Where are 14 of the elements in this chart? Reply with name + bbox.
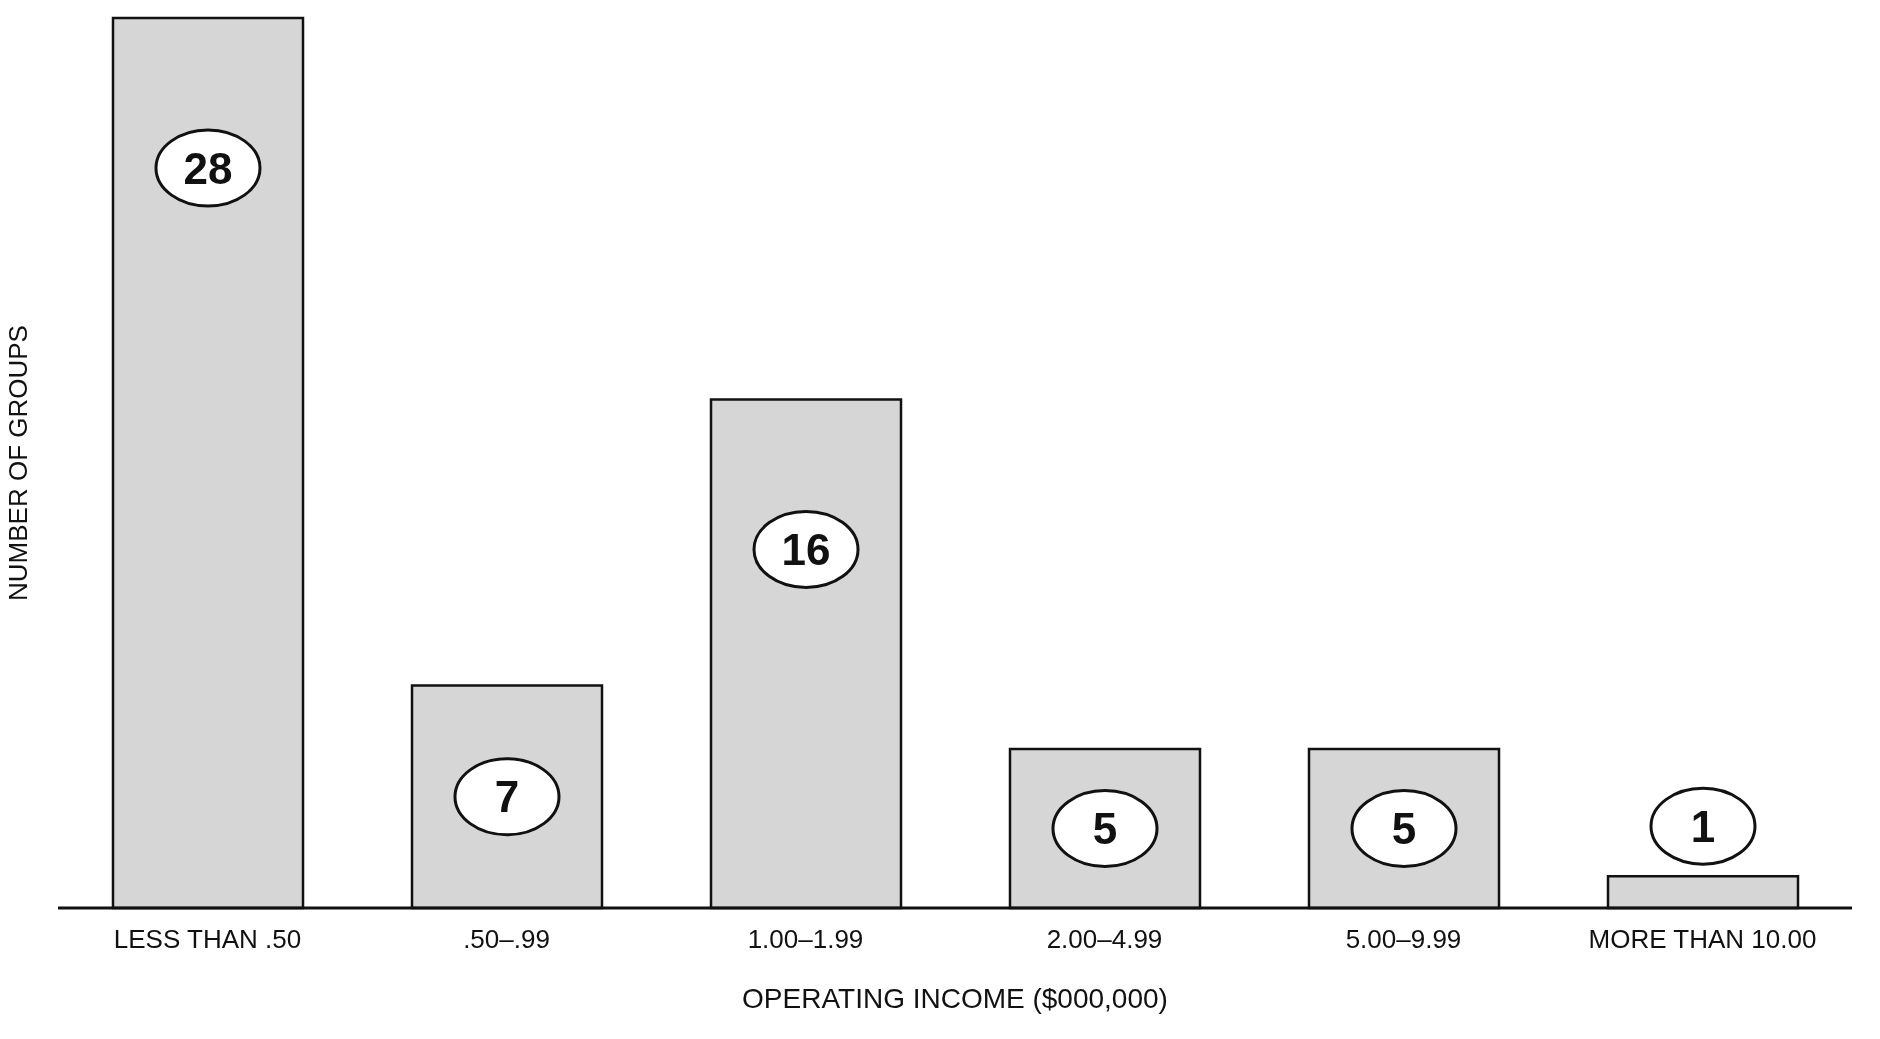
x-axis-title: OPERATING INCOME ($000,000)	[742, 983, 1168, 1014]
x-tick-label: LESS THAN .50	[113, 924, 302, 955]
data-label: 1	[1690, 801, 1716, 851]
x-tick-label: 5.00–9.99	[1345, 924, 1462, 955]
x-tick-label: .50–.99	[463, 924, 550, 955]
data-label: 5	[1092, 804, 1118, 854]
data-label: 28	[183, 143, 233, 193]
data-label: 5	[1391, 804, 1417, 854]
x-tick-label: 1.00–1.99	[747, 924, 864, 955]
x-tick-label: 2.00–4.99	[1046, 924, 1163, 955]
y-axis-title: NUMBER OF GROUPS	[3, 325, 34, 601]
data-label: 7	[494, 772, 520, 822]
x-tick-label: MORE THAN 10.00	[1588, 924, 1817, 955]
data-label: 16	[781, 524, 831, 574]
